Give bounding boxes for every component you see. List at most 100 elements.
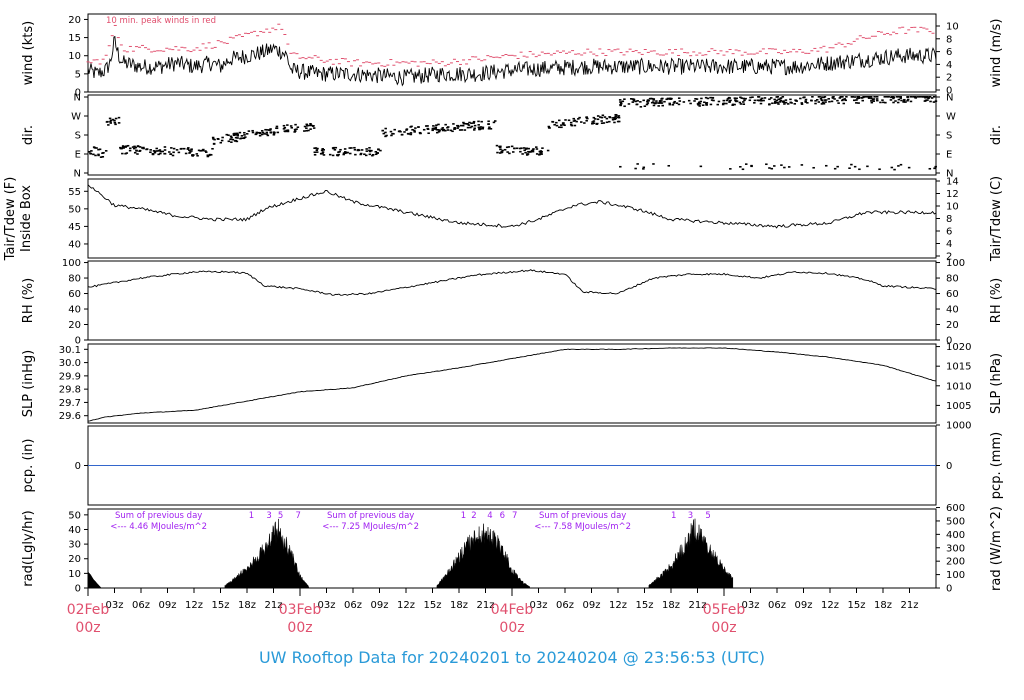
rad-left-tick-label: 40 bbox=[68, 525, 81, 536]
rad-sum-label: Sum of previous day bbox=[539, 511, 626, 521]
dir-point bbox=[700, 97, 703, 100]
dir-point bbox=[524, 151, 527, 154]
dir-point bbox=[771, 102, 774, 105]
dir-point bbox=[201, 149, 204, 152]
dir-point bbox=[119, 146, 122, 149]
dir-point bbox=[757, 96, 760, 98]
dir-point bbox=[592, 122, 596, 124]
dir-point bbox=[900, 99, 903, 102]
dir-point bbox=[885, 96, 889, 98]
dir-point bbox=[295, 128, 298, 130]
wind-panel-frame bbox=[87, 13, 937, 93]
rad-sum-label: Sum of previous day bbox=[115, 511, 202, 521]
dir-point bbox=[240, 135, 244, 137]
dir-point bbox=[322, 149, 325, 151]
dir-point bbox=[759, 102, 763, 105]
dir-point bbox=[258, 131, 262, 134]
dir-point bbox=[124, 146, 128, 148]
dir-point bbox=[451, 130, 454, 133]
dir-point bbox=[705, 102, 708, 105]
dir-point bbox=[313, 147, 316, 150]
temp-right-tick-label: 10 bbox=[946, 202, 959, 213]
dir-point bbox=[573, 124, 577, 127]
dir-point bbox=[817, 101, 821, 103]
dir-point bbox=[481, 127, 485, 130]
dir-point bbox=[739, 96, 742, 99]
dir-point bbox=[157, 150, 161, 152]
dir-point bbox=[618, 99, 622, 101]
dir-point bbox=[293, 128, 297, 131]
dir-point bbox=[535, 153, 539, 155]
dir-point bbox=[608, 116, 612, 119]
dir-point bbox=[217, 138, 220, 140]
dir-point bbox=[234, 136, 238, 139]
dir-point bbox=[738, 101, 742, 104]
dir-point bbox=[541, 147, 544, 149]
dir-point bbox=[269, 128, 272, 130]
dir-point bbox=[639, 106, 643, 108]
rh-right-tick-label: 60 bbox=[946, 289, 959, 300]
dir-point bbox=[479, 126, 483, 128]
dir-point bbox=[646, 99, 650, 101]
dir-point bbox=[305, 125, 309, 127]
dir-point bbox=[385, 134, 388, 137]
dir-point bbox=[856, 96, 859, 98]
dir-point bbox=[864, 96, 868, 98]
dir-point bbox=[632, 99, 636, 102]
dir-point bbox=[199, 150, 202, 152]
dir-point bbox=[202, 148, 205, 151]
dir-point bbox=[233, 132, 236, 135]
dir-point bbox=[244, 136, 247, 138]
wind-annotation: 10 min. peak winds in red bbox=[106, 16, 216, 26]
dir-point bbox=[125, 152, 129, 154]
dir-point bbox=[842, 102, 846, 105]
rh-right-tick-label: 0 bbox=[946, 336, 952, 347]
dir-point bbox=[520, 147, 523, 149]
dir-point bbox=[918, 96, 922, 98]
rad-left-tick-label: 50 bbox=[68, 510, 81, 521]
dir-point bbox=[585, 119, 588, 122]
dir-point bbox=[742, 103, 746, 105]
dir-point bbox=[928, 167, 932, 170]
dir-point bbox=[235, 132, 239, 135]
dir-point bbox=[687, 99, 691, 102]
dir-point bbox=[895, 96, 899, 98]
wind-ylabel-right: wind (m/s) bbox=[989, 19, 1004, 88]
dir-point bbox=[665, 98, 668, 101]
dir-point bbox=[547, 125, 551, 128]
dir-left-tick-label: N bbox=[74, 169, 81, 180]
rh-ylabel-right: RH (%) bbox=[989, 278, 1004, 323]
dir-point bbox=[247, 130, 251, 132]
dir-point bbox=[927, 96, 930, 99]
dir-point bbox=[876, 99, 879, 102]
dir-point bbox=[456, 124, 460, 127]
dir-point bbox=[283, 126, 287, 129]
dir-point bbox=[602, 122, 606, 124]
dir-point bbox=[390, 134, 393, 137]
dir-point bbox=[617, 116, 621, 119]
dir-point bbox=[773, 165, 776, 167]
dir-point bbox=[781, 96, 785, 98]
dir-point bbox=[800, 102, 804, 104]
dir-point bbox=[884, 101, 887, 104]
dir-point bbox=[727, 96, 731, 99]
dir-point bbox=[333, 149, 337, 151]
dir-point bbox=[227, 134, 230, 136]
dir-point bbox=[634, 100, 637, 103]
rad-hour-label: 5 bbox=[278, 511, 283, 521]
dir-point bbox=[462, 121, 465, 124]
dir-point bbox=[368, 149, 371, 152]
dir-point bbox=[470, 125, 474, 128]
dir-point bbox=[468, 121, 471, 124]
dir-point bbox=[128, 149, 132, 152]
dir-point bbox=[339, 148, 342, 151]
dir-point bbox=[95, 147, 98, 149]
dir-point bbox=[360, 149, 364, 151]
dir-point bbox=[289, 125, 293, 127]
dir-point bbox=[492, 121, 496, 124]
dir-point bbox=[870, 101, 874, 104]
dir-point bbox=[897, 165, 900, 167]
dir-point bbox=[225, 133, 229, 136]
dir-point bbox=[123, 146, 126, 148]
rh-panel-frame bbox=[87, 260, 937, 341]
